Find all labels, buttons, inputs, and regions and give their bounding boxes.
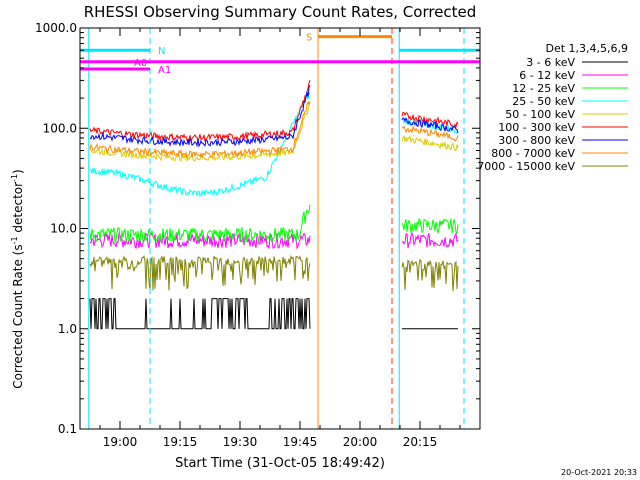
x-tick-label: 19:15 [163, 435, 198, 449]
series-line-post [401, 217, 459, 235]
series-line-pre [90, 231, 311, 250]
axes: 1000.0 100.0 10.0 1.0 0.1 19:00 19:15 19:30 19:4… [35, 21, 481, 449]
chart-title: RHESSI Observing Summary Count Rates, Co… [84, 3, 477, 21]
series-800-7000-keV [89, 100, 459, 159]
series-line-pre [89, 254, 311, 291]
legend-title: Det 1,3,4,5,6,9 [545, 42, 628, 55]
legend-label: 25 - 50 keV [512, 95, 575, 108]
series-50-100-keV [89, 101, 459, 162]
flag-s-label: S [306, 33, 312, 44]
flag-a0-label: A0 [134, 58, 147, 69]
x-axis-label: Start Time (31-Oct-05 18:49:42) [175, 456, 385, 471]
y-tick-label: 10.0 [50, 222, 77, 236]
series-line-pre [89, 85, 311, 148]
legend-label: 12 - 25 keV [512, 82, 575, 95]
legend-label: 50 - 100 keV [505, 108, 575, 121]
legend-label: 7000 - 15000 keV [477, 160, 575, 173]
series-300-800-keV [89, 85, 459, 148]
series-line-post [401, 111, 459, 129]
y-tick-label: 1000.0 [35, 21, 77, 35]
series-line-pre [89, 298, 311, 330]
x-tick-label: 20:00 [343, 435, 378, 449]
series-7000-15000-keV [89, 254, 459, 292]
y-tick-label: 1.0 [58, 322, 77, 336]
x-tick-label: 19:00 [103, 435, 138, 449]
legend-label: 100 - 300 keV [498, 121, 575, 134]
series-25-50-keV [89, 91, 459, 198]
series-line-post [401, 232, 459, 249]
series-line-pre [89, 100, 311, 159]
legend-label: 300 - 800 keV [498, 134, 575, 147]
series-12-25-keV [89, 204, 459, 245]
series-line-post [401, 116, 459, 133]
series-100-300-keV [89, 80, 459, 143]
legend-label: 3 - 6 keV [526, 56, 575, 69]
x-tick-label: 19:30 [223, 435, 258, 449]
series-6-12-keV [90, 231, 459, 250]
series-line-pre [89, 204, 311, 245]
legend-label: 800 - 7000 keV [491, 147, 575, 160]
timestamp: 20-Oct-2021 20:33 [561, 468, 637, 477]
legend-label: 6 - 12 keV [519, 69, 575, 82]
x-tick-label: 19:45 [283, 435, 318, 449]
series-line-pre [89, 91, 311, 198]
plot-area: N A0 A1 S [80, 28, 480, 429]
plot-frame [79, 27, 481, 430]
x-tick-label: 20:15 [403, 435, 438, 449]
series-line-post [401, 125, 459, 142]
flag-n-label: N [158, 46, 165, 57]
y-tick-label: 100.0 [43, 121, 77, 135]
series-line-pre [89, 101, 311, 162]
flag-a1-label: A1 [158, 65, 171, 76]
series-line-pre [89, 80, 311, 143]
y-axis-label: Corrected Count Rate (s-1 detector-1) [10, 169, 25, 388]
series-line-post [401, 134, 459, 151]
series-3-6-keV [89, 298, 458, 330]
y-tick-label: 0.1 [58, 422, 77, 436]
series-line-post [401, 258, 459, 292]
